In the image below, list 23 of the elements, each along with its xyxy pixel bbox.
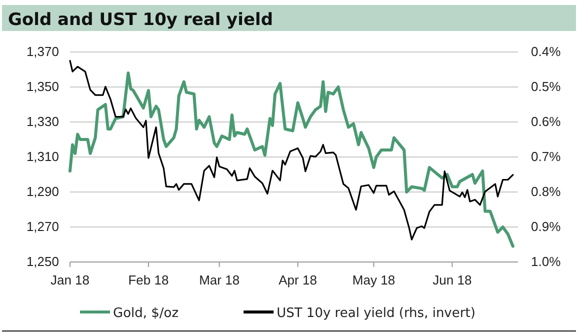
- x-tick-label: May 18: [352, 272, 396, 288]
- y-tick-label: 1,270: [26, 219, 59, 234]
- y2-tick-label: 0.4%: [531, 44, 562, 60]
- y-tick-label: 1,330: [26, 114, 59, 130]
- y-tick-label: 1,310: [26, 149, 59, 164]
- y2-tick-label: 0.5%: [531, 79, 562, 94]
- y-tick-label: 1,250: [26, 254, 59, 270]
- legend-label: Gold, $/oz: [113, 306, 179, 321]
- y-tick-label: 1,350: [26, 79, 59, 94]
- x-tick-label: Jun 18: [432, 272, 472, 288]
- y2-tick-label: 0.9%: [531, 219, 562, 234]
- y-tick-label: 1,290: [26, 184, 59, 200]
- legend-label: UST 10y real yield (rhs, invert): [276, 306, 476, 321]
- x-tick-label: Apr 18: [278, 272, 317, 288]
- y2-tick-label: 1.0%: [531, 254, 562, 270]
- y2-tick-label: 0.8%: [531, 184, 562, 200]
- y2-tick-label: 0.6%: [531, 114, 562, 130]
- x-tick-label: Jan 18: [50, 272, 90, 288]
- chart-title: Gold and UST 10y real yield: [8, 10, 273, 30]
- y2-tick-label: 0.7%: [531, 149, 562, 164]
- x-tick-label: Feb 18: [128, 272, 169, 288]
- x-tick-label: Mar 18: [199, 272, 240, 288]
- y-tick-label: 1,370: [26, 44, 59, 60]
